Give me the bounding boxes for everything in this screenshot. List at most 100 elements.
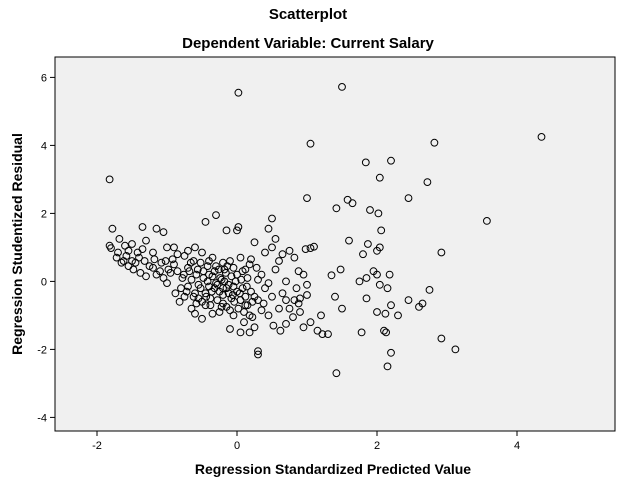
- scatter-point: [214, 265, 223, 274]
- scatter-point: [202, 292, 211, 301]
- scatter-point: [264, 224, 273, 233]
- scatter-point: [128, 240, 136, 248]
- scatter-point: [306, 244, 315, 253]
- scatter-point: [250, 323, 259, 332]
- scatter-point: [233, 226, 241, 235]
- scatter-point: [338, 304, 346, 313]
- scatter-point: [375, 280, 384, 289]
- y-tick-label: -4: [37, 412, 47, 424]
- scatter-point: [303, 291, 311, 299]
- scatter-point: [112, 253, 121, 262]
- scatter-point: [199, 274, 208, 282]
- scatter-point: [261, 248, 269, 257]
- scatter-point: [142, 236, 150, 245]
- scatter-point: [193, 265, 202, 274]
- scatter-point: [168, 255, 177, 264]
- scatter-point: [327, 271, 336, 280]
- scatter-point: [213, 280, 222, 289]
- scatter-point: [362, 274, 371, 282]
- scatter-point: [192, 270, 201, 279]
- scatter-point: [191, 309, 199, 318]
- scatter-point: [238, 267, 247, 276]
- scatter-point: [164, 265, 173, 274]
- scatter-point: [161, 257, 170, 265]
- scatter-point: [404, 194, 413, 203]
- scatter-point: [252, 263, 261, 272]
- scatter-point: [142, 272, 150, 281]
- axis-ticks: -2 0 2 4 -4 -2 0 2 4 6: [37, 72, 520, 452]
- scatter-point: [208, 309, 217, 318]
- scatter-point: [383, 362, 392, 371]
- scatter-point: [254, 350, 262, 359]
- scatter-point: [152, 224, 161, 233]
- scatter-point: [163, 279, 171, 288]
- scatter-point: [178, 274, 187, 282]
- scatter-point: [203, 262, 212, 271]
- y-axis-label: Regression Studentized Residual: [9, 133, 25, 355]
- scatter-point: [171, 289, 180, 298]
- x-tick-label: 2: [374, 440, 380, 452]
- scatter-point: [227, 272, 236, 281]
- chart-subtitle: Dependent Variable: Current Salary: [182, 35, 434, 52]
- x-axis-label: Regression Standardized Predicted Value: [195, 461, 471, 477]
- chart-title: Scatterplot: [269, 6, 347, 23]
- scatter-point: [136, 269, 145, 277]
- scatter-point: [276, 326, 285, 335]
- scatter-point: [373, 270, 381, 279]
- x-tick-label: 0: [234, 440, 240, 452]
- scatter-point: [301, 245, 310, 254]
- scatter-point: [184, 282, 192, 291]
- scatter-point: [105, 175, 114, 184]
- scatter-point: [189, 292, 198, 301]
- scatter-point: [387, 301, 395, 310]
- scatter-point: [133, 248, 142, 257]
- scatter-point: [205, 270, 213, 279]
- scatter-point: [425, 286, 434, 294]
- scatter-point: [373, 308, 381, 316]
- scatter-point: [451, 345, 460, 354]
- scatter-point: [348, 199, 357, 208]
- scatter-point: [324, 330, 332, 339]
- scatter-point: [336, 265, 345, 274]
- scatter-point: [138, 223, 147, 231]
- scatter-point: [234, 304, 243, 313]
- scatter-point: [423, 178, 432, 187]
- x-tick-label: 4: [514, 440, 520, 452]
- scatter-point: [254, 347, 262, 356]
- scatter-point: [254, 275, 262, 284]
- scatter-point: [128, 257, 136, 265]
- scatter-point: [366, 206, 374, 214]
- scatter-point: [257, 306, 266, 315]
- scatter-point: [223, 262, 232, 271]
- y-tick-label: 2: [41, 208, 47, 220]
- scatter-point: [236, 253, 245, 262]
- scatter-point: [226, 306, 234, 315]
- scatter-points: [105, 83, 546, 378]
- scatter-point: [268, 292, 276, 301]
- scatter-point: [192, 299, 201, 308]
- scatter-point: [121, 241, 129, 250]
- scatter-point: [248, 297, 257, 306]
- scatter-point: [282, 320, 290, 328]
- scatter-point: [374, 209, 383, 218]
- scatter-point: [224, 289, 233, 298]
- scatter-point: [234, 223, 243, 231]
- scatter-point: [157, 258, 166, 267]
- scatter-point: [303, 280, 311, 289]
- scatter-point: [383, 284, 392, 293]
- scatter-point: [237, 275, 246, 284]
- scatter-point: [247, 255, 255, 264]
- scatter-point: [182, 287, 191, 296]
- scatter-point: [191, 243, 199, 252]
- scatter-point: [208, 253, 217, 262]
- scatter-point: [268, 214, 276, 223]
- scatter-point: [241, 292, 250, 301]
- scatter-point: [355, 277, 364, 286]
- scatter-point: [296, 308, 304, 316]
- scatter-point: [345, 236, 353, 245]
- scatter-point: [173, 267, 182, 276]
- y-tick-label: 6: [41, 72, 47, 84]
- plot-area: [54, 56, 616, 432]
